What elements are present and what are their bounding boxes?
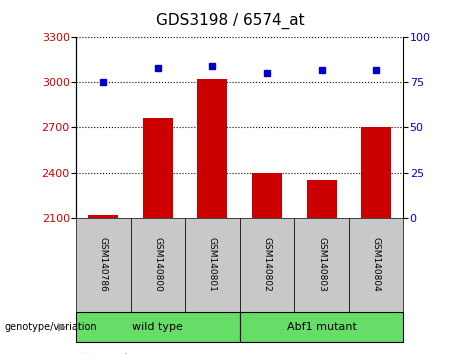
Text: GSM140786: GSM140786 bbox=[99, 237, 108, 292]
Text: ▶: ▶ bbox=[59, 321, 67, 332]
Text: Abf1 mutant: Abf1 mutant bbox=[287, 321, 356, 332]
Bar bbox=[89, 215, 118, 218]
Text: count: count bbox=[101, 353, 129, 354]
Text: GDS3198 / 6574_at: GDS3198 / 6574_at bbox=[156, 12, 305, 29]
Text: GSM140801: GSM140801 bbox=[208, 237, 217, 292]
Text: GSM140803: GSM140803 bbox=[317, 237, 326, 292]
Bar bbox=[143, 119, 173, 218]
Text: GSM140804: GSM140804 bbox=[372, 237, 381, 292]
Text: ■: ■ bbox=[81, 353, 91, 354]
Text: GSM140802: GSM140802 bbox=[262, 237, 272, 292]
Bar bbox=[307, 180, 337, 218]
Text: genotype/variation: genotype/variation bbox=[5, 321, 97, 332]
Bar bbox=[197, 79, 227, 218]
Bar bbox=[361, 127, 391, 218]
Text: GSM140800: GSM140800 bbox=[154, 237, 162, 292]
Bar bbox=[252, 173, 282, 218]
Text: wild type: wild type bbox=[132, 321, 183, 332]
